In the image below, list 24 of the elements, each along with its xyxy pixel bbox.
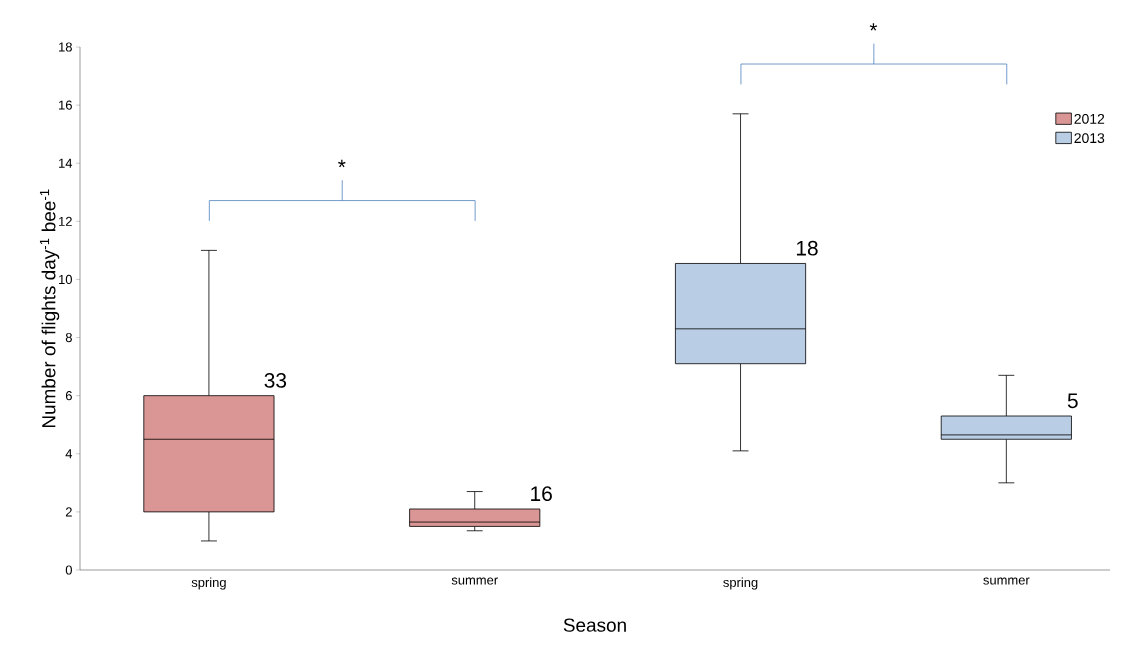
y-tick-label: 2 — [65, 507, 72, 517]
y-tick-label: 14 — [59, 158, 73, 168]
y-tick-label: 0 — [65, 565, 72, 575]
annotation: 18 — [796, 240, 818, 256]
x-axis-title: Season — [563, 618, 626, 632]
x-tick-label: spring — [191, 577, 226, 590]
y-tick-label: 10 — [59, 274, 72, 285]
y-tick-label: 16 — [59, 100, 72, 110]
legend-label: 2012 — [1074, 113, 1105, 124]
annotation: * — [338, 159, 346, 168]
y-axis-title: Number of flights day$^{-1}$ bee$^{-1}$ — [39, 189, 60, 428]
annotation: 16 — [531, 486, 552, 502]
x-tick-label: summer — [983, 577, 1030, 585]
y-tick-label: 6 — [65, 391, 72, 401]
y-tick-label: 4 — [65, 449, 73, 459]
text: * — [869, 23, 878, 31]
x-tick-label: spring — [723, 577, 758, 590]
annotation: 5 — [1067, 393, 1078, 409]
y-tick-label: 18 — [59, 42, 72, 52]
legend-label: 2013 — [1074, 133, 1105, 144]
annotation: 33 — [264, 372, 287, 388]
y-tick-label: 8 — [65, 332, 72, 343]
x-tick-label: summer — [451, 577, 498, 585]
y-tick-label: 12 — [59, 216, 72, 226]
